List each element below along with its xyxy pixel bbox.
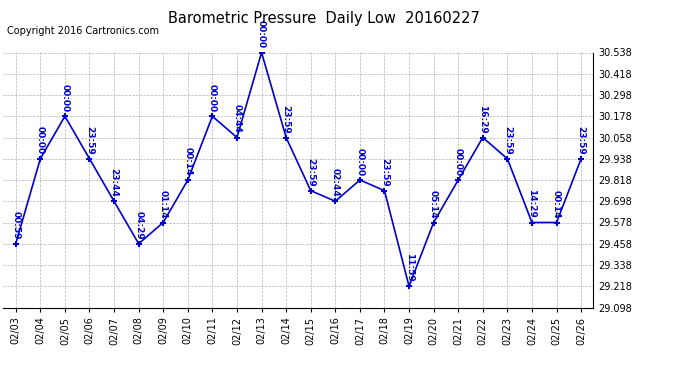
Text: 00:14: 00:14 [552, 190, 561, 218]
Text: 11:59: 11:59 [404, 254, 413, 282]
Text: 23:59: 23:59 [85, 126, 94, 154]
Text: 00:59: 00:59 [11, 211, 20, 240]
Text: 23:59: 23:59 [503, 126, 512, 154]
Text: 00:00: 00:00 [257, 20, 266, 48]
Text: 04:29: 04:29 [134, 211, 143, 240]
Text: 05:14: 05:14 [429, 190, 438, 218]
Text: 02:44: 02:44 [331, 168, 339, 197]
Text: 00:00: 00:00 [36, 126, 45, 154]
Text: 14:29: 14:29 [527, 189, 536, 218]
Text: 01:14: 01:14 [159, 190, 168, 218]
Text: Barometric Pressure  Daily Low  20160227: Barometric Pressure Daily Low 20160227 [168, 11, 480, 26]
Text: 23:59: 23:59 [380, 158, 389, 186]
Text: Pressure  (Inches/Hg): Pressure (Inches/Hg) [505, 20, 623, 30]
Text: 16:29: 16:29 [478, 105, 487, 134]
Text: 00:00: 00:00 [61, 84, 70, 112]
Text: 00:00: 00:00 [454, 148, 463, 176]
Text: 00:00: 00:00 [355, 148, 364, 176]
Text: 23:59: 23:59 [577, 126, 586, 154]
Text: 23:59: 23:59 [306, 158, 315, 186]
Text: 23:44: 23:44 [110, 168, 119, 197]
Text: 00:14: 00:14 [184, 147, 193, 176]
Text: 23:59: 23:59 [282, 105, 290, 134]
Text: 04:44: 04:44 [233, 105, 241, 134]
Text: Copyright 2016 Cartronics.com: Copyright 2016 Cartronics.com [7, 26, 159, 36]
Text: 00:00: 00:00 [208, 84, 217, 112]
